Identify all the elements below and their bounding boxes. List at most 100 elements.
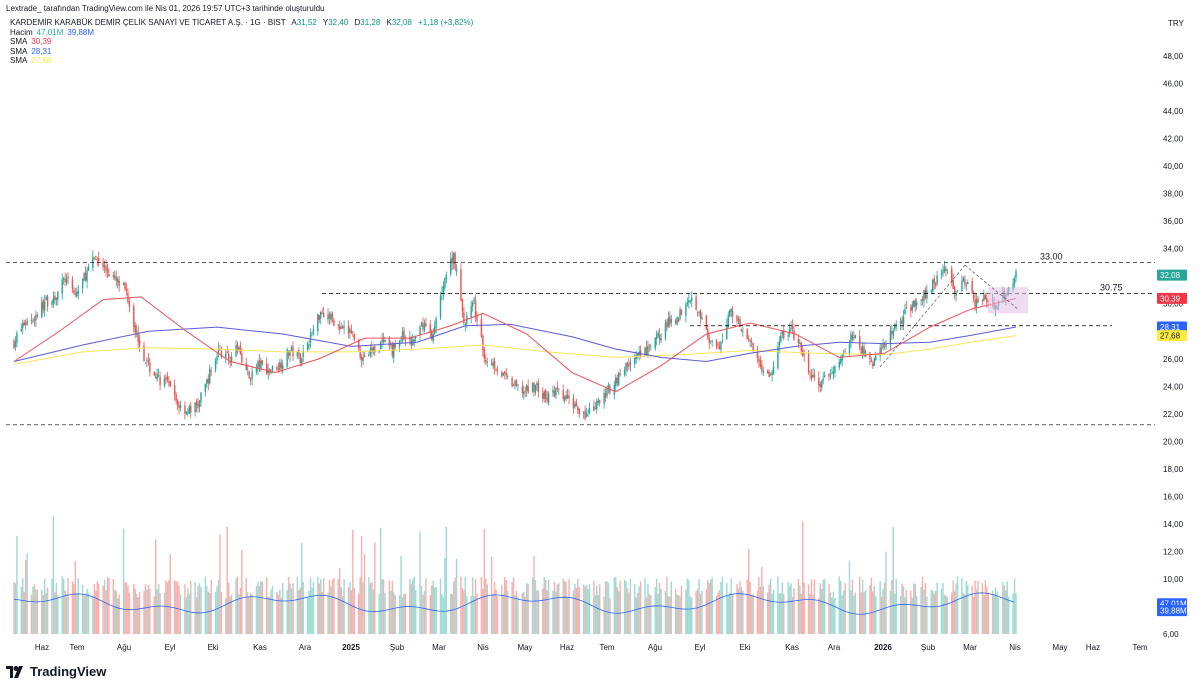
candle-body <box>769 374 772 376</box>
candle-body <box>249 379 252 381</box>
candle-body <box>821 380 823 388</box>
candle-body <box>911 304 914 311</box>
candle-body <box>116 278 119 283</box>
candle-body <box>563 396 566 401</box>
x-tick-label: Nis <box>1009 643 1021 652</box>
volume-bar <box>727 595 729 634</box>
volume-bar <box>102 585 104 634</box>
volume-bar <box>67 577 69 634</box>
volume-bar <box>981 583 984 634</box>
volume-bar <box>108 578 110 634</box>
volume-bar <box>299 587 301 634</box>
candle-body <box>96 258 98 260</box>
candle-body <box>115 276 117 281</box>
candle-body <box>493 361 496 369</box>
candle-body <box>228 353 230 360</box>
candle-body <box>265 363 268 375</box>
volume-bar <box>863 592 865 634</box>
candle-body <box>42 300 44 310</box>
volume-bar <box>604 581 607 634</box>
volume-bar <box>432 580 434 634</box>
candle-body <box>558 388 560 390</box>
highlight-box <box>988 287 1028 314</box>
level-label: 30.75 <box>1100 282 1123 292</box>
volume-bar <box>505 580 507 634</box>
candle-body <box>207 378 209 384</box>
candle-body <box>270 371 272 374</box>
volume-bar <box>463 590 465 634</box>
candle-body <box>403 330 405 339</box>
symbol-name[interactable]: KARDEMİR KARABÜK DEMİR ÇELİK SANAYİ VE T… <box>10 18 286 27</box>
volume-bar <box>971 585 973 634</box>
candle-body <box>730 308 732 312</box>
volume-bar <box>24 560 27 634</box>
volume-bar <box>439 578 442 634</box>
volume-bar <box>359 577 361 634</box>
candle-body <box>245 363 247 371</box>
volume-bar <box>1007 596 1010 634</box>
volume-bar <box>915 595 918 634</box>
candle-body <box>176 400 179 406</box>
volume-bar <box>257 581 259 634</box>
candle-body <box>883 343 886 346</box>
candle-body <box>339 326 341 330</box>
tradingview-logo[interactable]: TradingView <box>6 664 106 679</box>
candle-body <box>953 287 956 295</box>
candle-body <box>64 278 66 283</box>
candle-body <box>214 360 217 371</box>
volume-bar <box>16 535 18 634</box>
volume-bar <box>62 578 65 634</box>
candle-body <box>708 338 710 343</box>
candle-body <box>168 381 170 383</box>
volume-bar <box>818 598 820 634</box>
volume-bar <box>991 590 994 634</box>
volume-bar <box>1013 578 1016 634</box>
volume-bar <box>42 595 44 634</box>
candle-body <box>225 353 227 359</box>
volume-bar <box>737 588 740 634</box>
y-tick-label: 14,00 <box>1163 520 1184 529</box>
candle-body <box>524 391 526 393</box>
candle-body <box>271 365 274 371</box>
volume-bar <box>788 585 791 634</box>
volume-bar <box>695 591 697 634</box>
candle-body <box>217 349 220 355</box>
volume-bar <box>57 595 59 634</box>
volume-bar <box>92 595 94 634</box>
candle-body <box>299 353 301 363</box>
volume-bar <box>143 591 145 634</box>
volume-bar <box>350 590 353 634</box>
volume-bar <box>685 589 687 634</box>
volume-bar <box>169 554 172 634</box>
volume-bar <box>854 592 857 634</box>
candle-body <box>797 339 800 344</box>
candle-body <box>771 372 773 375</box>
volume-bar <box>154 539 157 634</box>
x-tick-label: Eki <box>207 643 218 652</box>
volume-bar <box>758 576 760 634</box>
price-tag-label: 39,88M <box>1160 607 1187 616</box>
volume-bar <box>400 555 402 634</box>
candle-body <box>87 266 90 271</box>
volume-bar <box>819 583 821 634</box>
volume-bar <box>147 584 150 634</box>
candle-body <box>52 297 55 304</box>
volume-bar <box>209 592 211 634</box>
candle-body <box>23 322 25 325</box>
candle-body <box>701 317 703 320</box>
volume-bar <box>556 584 559 634</box>
candle-body <box>492 362 494 367</box>
candle-body <box>740 328 743 331</box>
volume-bar <box>393 592 395 634</box>
volume-bar <box>261 581 264 634</box>
price-tag <box>1157 269 1187 281</box>
candle-body <box>875 355 877 361</box>
low-value: D31,28 <box>354 18 381 27</box>
volume-bar <box>838 576 840 634</box>
candle-body <box>946 269 949 271</box>
volume-bar <box>23 591 25 634</box>
sma3-value: 27,68 <box>31 56 52 65</box>
candle-body <box>496 370 499 372</box>
volume-bar <box>282 583 284 634</box>
